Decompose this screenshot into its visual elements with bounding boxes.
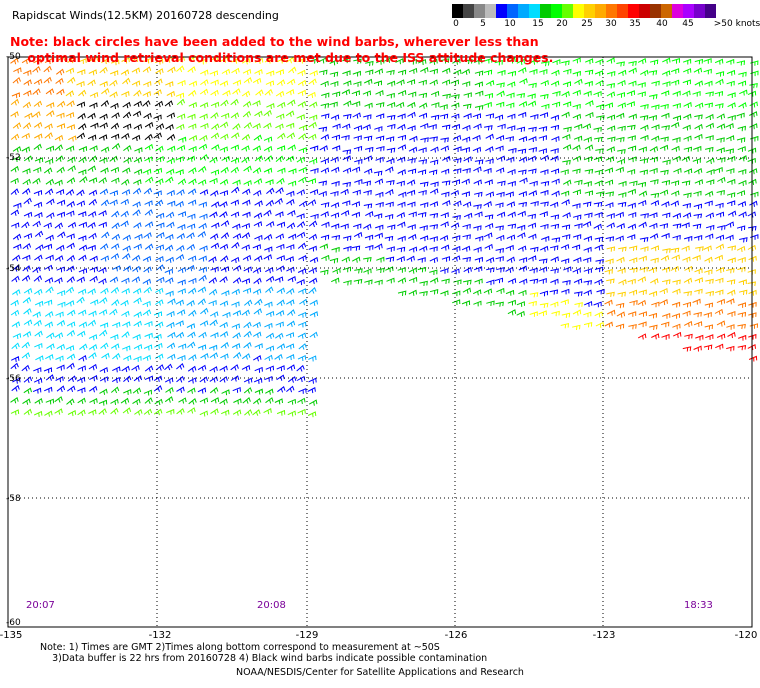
colorbar-label: >50 knots xyxy=(713,19,760,29)
colorbar-swatch xyxy=(518,4,530,18)
colorbar-swatch xyxy=(617,4,629,18)
map-title: Rapidscat Winds(12.5KM) 20160728 descend… xyxy=(12,9,279,22)
note-line-1: Note: black circles have been added to t… xyxy=(10,34,539,49)
footnote-line-1: Note: 1) Times are GMT 2)Times along bot… xyxy=(40,642,440,653)
colorbar-label: 20 xyxy=(556,19,568,29)
wind-barb-group xyxy=(65,55,757,297)
colorbar-swatch xyxy=(628,4,640,18)
wind-barb-field xyxy=(10,55,759,418)
wind-barb-group xyxy=(165,286,319,362)
colorbar-swatch xyxy=(639,4,651,18)
colorbar-swatch xyxy=(452,4,464,18)
wind-barb-group xyxy=(10,55,759,331)
wind-barb-group xyxy=(10,98,318,418)
lat-label-52: -52 xyxy=(6,153,21,163)
colorbar-label: 40 xyxy=(656,19,668,29)
colorbar-label: 5 xyxy=(480,19,486,29)
colorbar-label: 25 xyxy=(581,19,593,29)
credit-line: NOAA/NESDIS/Center for Satellite Applica… xyxy=(236,667,524,678)
footnotes: Note: 1) Times are GMT 2)Times along bot… xyxy=(40,642,487,664)
lon-label-135: -135 xyxy=(0,630,23,641)
colorbar-swatch xyxy=(507,4,519,18)
time-label-2008: 20:08 xyxy=(257,600,286,611)
colorbar-swatch xyxy=(573,4,585,18)
colorbar-swatch xyxy=(551,4,563,18)
colorbar-label: 0 xyxy=(453,19,459,29)
colorbar-swatch xyxy=(496,4,508,18)
colorbar-labels: 0 5 10 15 20 25 30 35 40 45 >50 knots xyxy=(452,19,760,33)
colorbar-swatch xyxy=(672,4,684,18)
lon-label-126: -126 xyxy=(444,630,468,641)
lat-label-50: -50 xyxy=(6,52,21,62)
colorbar-swatch xyxy=(595,4,607,18)
time-label-1833: 18:33 xyxy=(684,600,713,611)
lon-label-129: -129 xyxy=(295,630,319,641)
time-label-2007: 20:07 xyxy=(26,600,55,611)
colorbar-swatch xyxy=(650,4,662,18)
colorbar-swatch xyxy=(474,4,486,18)
colorbar-label: 35 xyxy=(629,19,641,29)
wind-barb-group xyxy=(76,99,176,141)
colorbar-label: 10 xyxy=(504,19,516,29)
wind-speed-colorbar xyxy=(452,4,716,18)
colorbar-label: 45 xyxy=(682,19,694,29)
wind-barb-group xyxy=(99,187,208,286)
contamination-note: Note: black circles have been added to t… xyxy=(10,34,570,66)
wind-barb-group xyxy=(10,56,759,406)
map-frame xyxy=(7,56,753,628)
lat-label-60: -60 xyxy=(6,618,21,628)
note-line-2: optimal wind retrieval conditions are me… xyxy=(27,50,554,65)
colorbar-swatch xyxy=(584,4,596,18)
colorbar-swatch xyxy=(661,4,673,18)
colorbar-swatch xyxy=(485,4,497,18)
lat-label-54: -54 xyxy=(6,264,21,274)
wind-barb-group xyxy=(10,111,759,394)
colorbar-label: 30 xyxy=(605,19,617,29)
colorbar-label: 15 xyxy=(532,19,544,29)
colorbar-swatch xyxy=(529,4,541,18)
lat-lon-grid xyxy=(8,57,752,627)
colorbar-swatch xyxy=(683,4,695,18)
colorbar-swatch xyxy=(463,4,475,18)
colorbar-swatch xyxy=(606,4,618,18)
lon-label-120: -120 xyxy=(734,630,758,641)
lon-label-132: -132 xyxy=(148,630,172,641)
colorbar-swatch xyxy=(705,4,716,18)
lat-label-58: -58 xyxy=(6,494,21,504)
lon-label-123: -123 xyxy=(592,630,616,641)
wind-barb-group xyxy=(637,331,758,362)
colorbar-swatch xyxy=(562,4,574,18)
wind-barb-group xyxy=(10,286,164,362)
footnote-line-2: 3)Data buffer is 22 hrs from 20160728 4)… xyxy=(52,653,488,664)
lat-label-56: -56 xyxy=(6,374,21,384)
colorbar-swatch xyxy=(694,4,706,18)
wind-barb-group xyxy=(142,57,759,187)
colorbar-swatch xyxy=(540,4,552,18)
wind-barb-group xyxy=(10,98,77,142)
